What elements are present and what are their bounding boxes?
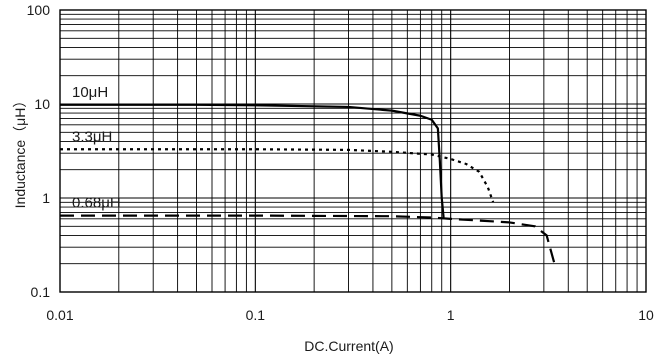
y-axis-label: Inductance（μH） bbox=[12, 94, 28, 209]
series-line bbox=[60, 148, 495, 203]
x-tick-label: 10 bbox=[638, 307, 654, 323]
y-tick-label: 0.1 bbox=[31, 284, 51, 300]
x-tick-label: 1 bbox=[447, 307, 455, 323]
series-label: 3.3μH bbox=[72, 128, 112, 145]
series-group bbox=[60, 103, 556, 264]
y-tick-label: 1 bbox=[42, 190, 50, 206]
plot-background bbox=[60, 10, 646, 292]
x-axis-label: DC.Current(A) bbox=[304, 338, 393, 354]
series-label: 10μH bbox=[72, 84, 108, 101]
series-label: 0.68μH bbox=[72, 195, 121, 212]
series-labels: 10μH 3.3μH 0.68μH bbox=[72, 84, 121, 212]
plot-frame bbox=[59, 9, 647, 293]
series-line bbox=[60, 214, 556, 264]
series-line bbox=[60, 103, 445, 218]
y-tick-label: 10 bbox=[34, 96, 50, 112]
y-tick-label: 100 bbox=[27, 2, 51, 18]
x-tick-label: 0.01 bbox=[46, 307, 73, 323]
tick-labels: 0.01 0.1 1 10 0.1 1 10 100 bbox=[27, 2, 654, 323]
x-tick-label: 0.1 bbox=[246, 307, 266, 323]
